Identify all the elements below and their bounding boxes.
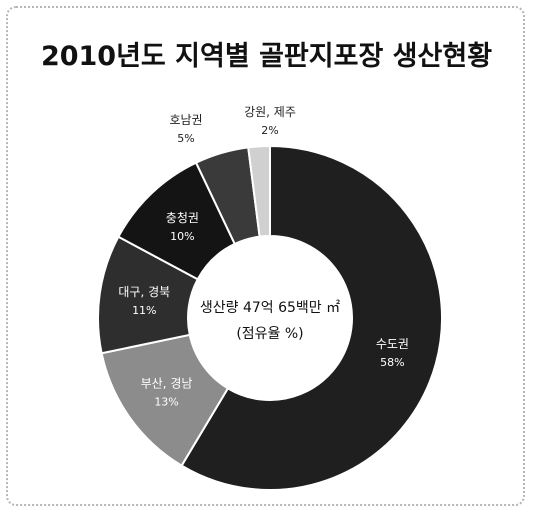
slice-0 bbox=[180, 144, 443, 491]
slice-percent-label-5: 2% bbox=[261, 124, 278, 137]
slice-name-label-3: 충청권 bbox=[166, 211, 199, 225]
slice-percent-label-1: 13% bbox=[154, 396, 178, 409]
slice-percent-label-2: 11% bbox=[132, 304, 156, 317]
slice-name-label-2: 대구, 경북 bbox=[118, 285, 170, 299]
slice-percent-label-0: 58% bbox=[380, 356, 404, 369]
slice-name-label-0: 수도권 bbox=[376, 337, 409, 351]
slice-name-label-4: 호남권 bbox=[169, 113, 202, 127]
slice-percent-label-3: 10% bbox=[170, 230, 194, 243]
slice-percent-label-4: 5% bbox=[177, 132, 194, 145]
center-label-line2: (점유율 %) bbox=[236, 326, 303, 342]
chart-title: 2010년도 지역별 골판지포장 생산현황 bbox=[40, 41, 493, 72]
slice-name-label-1: 부산, 경남 bbox=[141, 377, 193, 391]
slice-name-label-5: 강원, 제주 bbox=[244, 105, 296, 119]
center-label-line1: 생산량 47억 65백만 ㎡ bbox=[200, 300, 340, 316]
slice-5 bbox=[247, 144, 271, 238]
